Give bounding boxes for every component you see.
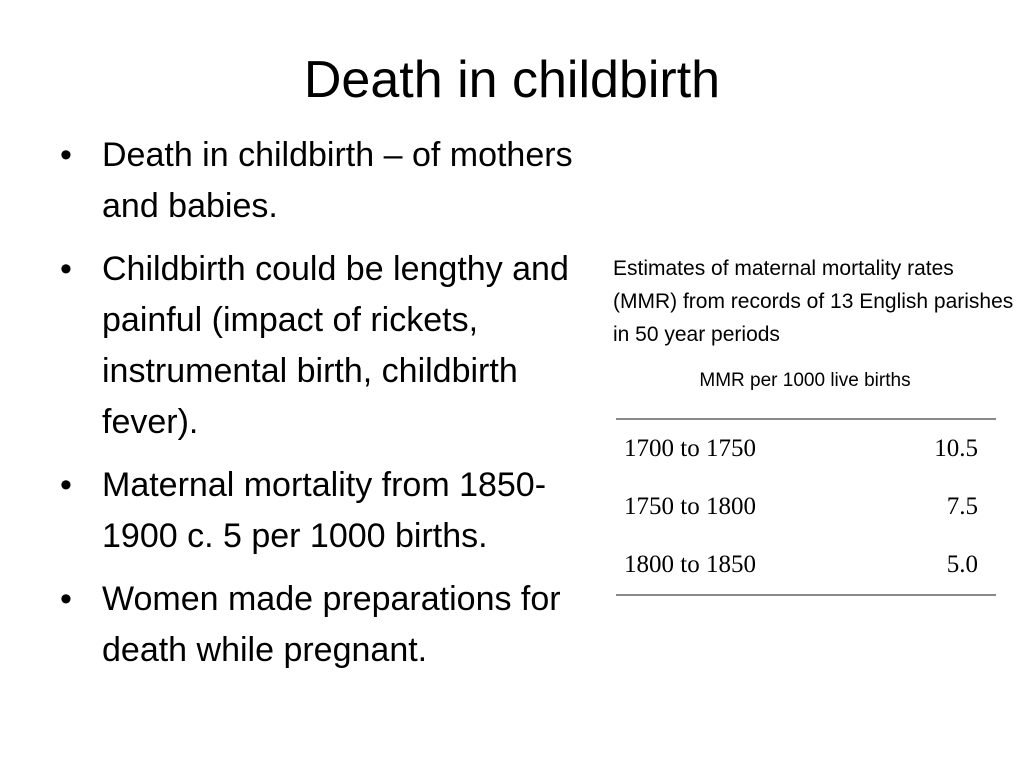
table-row: 1700 to 1750 10.5 — [616, 419, 996, 478]
bullet-icon: • — [60, 580, 72, 618]
bullet-item: • Women made preparations for death whil… — [60, 574, 590, 676]
bullet-list: • Death in childbirth – of mothers and b… — [60, 130, 590, 688]
bullet-item: • Childbirth could be lengthy and painfu… — [60, 244, 590, 448]
slide-title: Death in childbirth — [303, 51, 721, 109]
period-cell: 1700 to 1750 — [624, 435, 756, 462]
bullet-icon: • — [60, 250, 72, 288]
bullet-icon: • — [60, 136, 72, 174]
mmr-value-cell: 5.0 — [946, 551, 978, 578]
table-row: 1750 to 1800 7.5 — [616, 478, 996, 536]
mmr-value-cell: 10.5 — [934, 435, 978, 462]
period-cell: 1800 to 1850 — [624, 551, 756, 578]
bullet-text: Maternal mortality from 1850-1900 c. 5 p… — [102, 466, 547, 555]
bullet-text: Childbirth could be lengthy and painful … — [102, 250, 569, 441]
bullet-text: Women made preparations for death while … — [102, 580, 561, 669]
table-column-label: MMR per 1000 live births — [699, 370, 911, 391]
mmr-table: 1700 to 1750 10.5 1750 to 1800 7.5 1800 … — [616, 418, 996, 596]
table-row: 1800 to 1850 5.0 — [616, 536, 996, 595]
table-caption: Estimates of maternal mortality rates (M… — [613, 257, 1014, 346]
mmr-value-cell: 7.5 — [946, 493, 978, 520]
bullet-icon: • — [60, 466, 72, 504]
bullet-text: Death in childbirth – of mothers and bab… — [102, 136, 573, 225]
bullet-item: • Death in childbirth – of mothers and b… — [60, 130, 590, 232]
period-cell: 1750 to 1800 — [624, 493, 756, 520]
bullet-item: • Maternal mortality from 1850-1900 c. 5… — [60, 460, 590, 562]
